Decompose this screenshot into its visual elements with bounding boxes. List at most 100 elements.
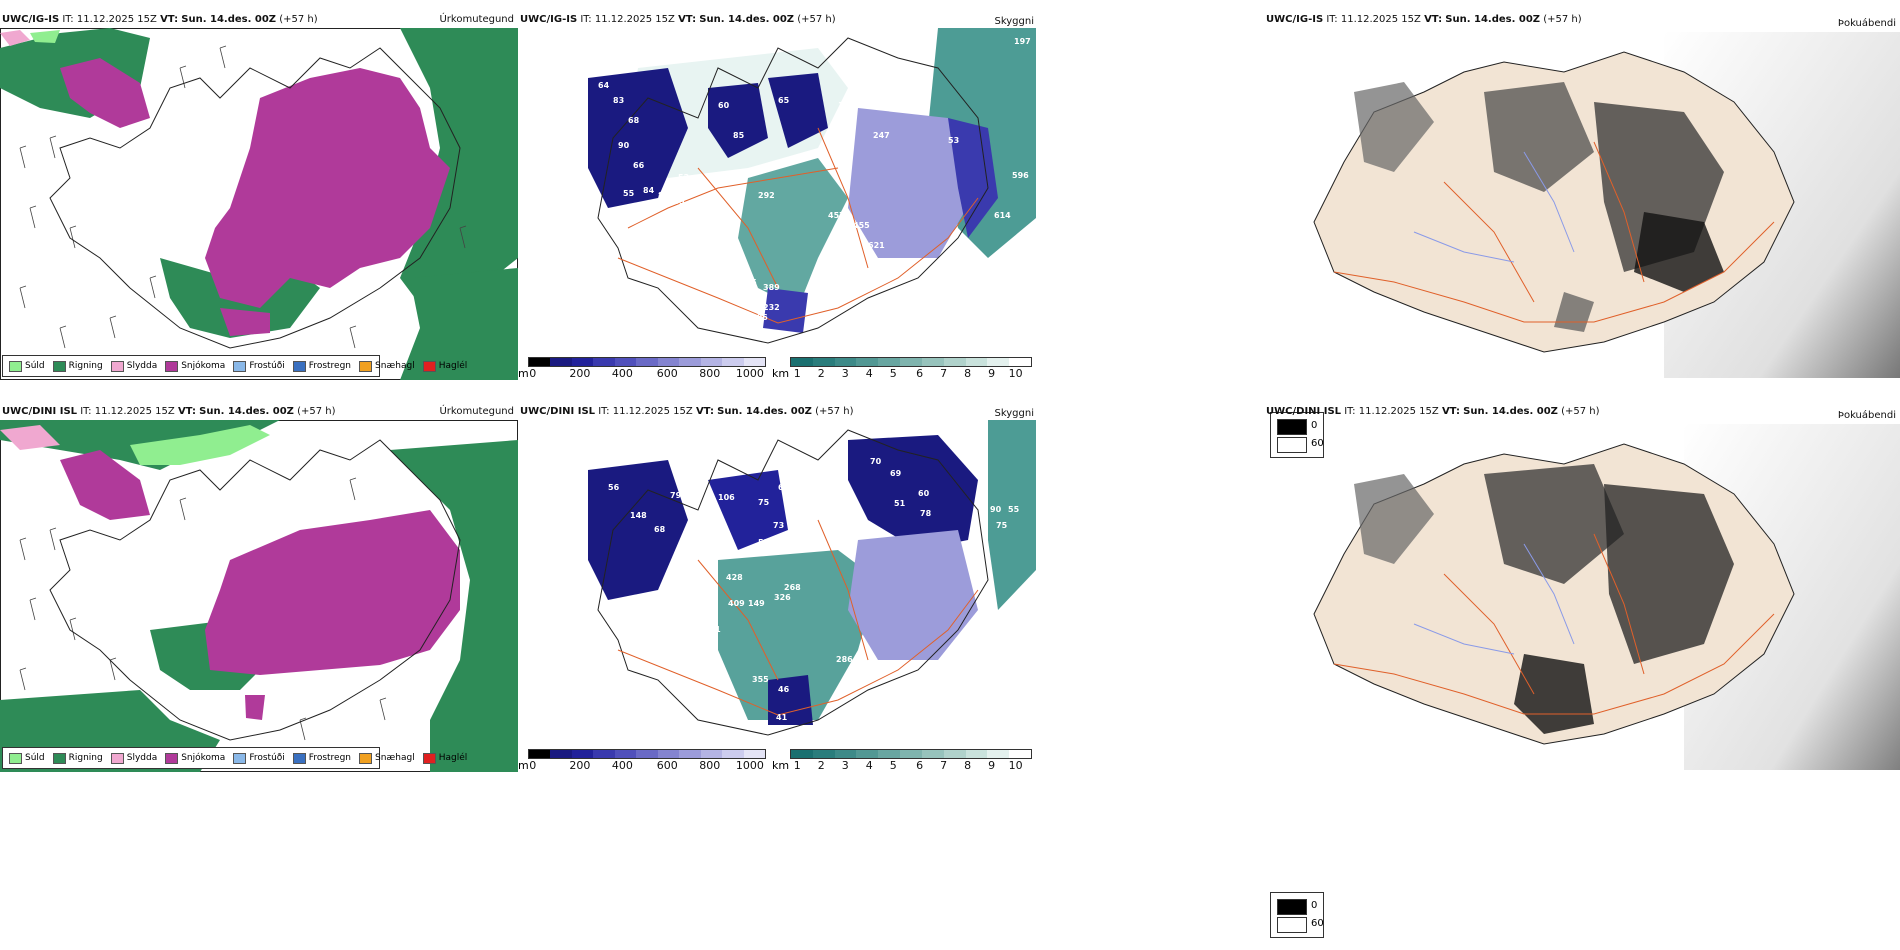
svg-text:56: 56 bbox=[608, 483, 620, 492]
svg-text:170: 170 bbox=[690, 183, 707, 192]
panel-title: UWC/IG-IS IT: 11.12.2025 15Z VT: Sun. 14… bbox=[520, 14, 836, 25]
svg-text:149: 149 bbox=[748, 599, 765, 608]
svg-text:64: 64 bbox=[778, 483, 790, 492]
svg-text:247: 247 bbox=[873, 131, 890, 140]
svg-text:68: 68 bbox=[654, 525, 666, 534]
svg-text:51: 51 bbox=[894, 499, 906, 508]
svg-text:326: 326 bbox=[774, 593, 791, 602]
svg-text:455: 455 bbox=[853, 221, 870, 230]
legend-item: Frostregn bbox=[292, 360, 351, 372]
visibility-colorbar-strip bbox=[790, 749, 1032, 759]
fog-key-bottom: 0 60 bbox=[1270, 892, 1324, 938]
visibility-colorbar-strip bbox=[790, 357, 1032, 367]
svg-text:119: 119 bbox=[838, 101, 855, 110]
svg-text:68: 68 bbox=[628, 116, 640, 125]
precip-panel-top: UWC/IG-IS IT: 11.12.2025 15Z VT: Sun. 14… bbox=[0, 12, 518, 382]
svg-text:83: 83 bbox=[826, 531, 837, 540]
svg-text:90: 90 bbox=[990, 505, 1002, 514]
svg-text:69: 69 bbox=[890, 469, 902, 478]
legend-item: Frostregn bbox=[292, 752, 351, 764]
variable-label: Úrkomutegund bbox=[439, 14, 514, 25]
svg-text:58: 58 bbox=[668, 573, 680, 582]
height-colorbar-strip bbox=[528, 749, 766, 759]
legend-item: Haglél bbox=[422, 752, 467, 764]
legend-item: Rigning bbox=[52, 360, 103, 372]
svg-text:232: 232 bbox=[763, 303, 780, 312]
svg-text:84: 84 bbox=[643, 186, 655, 195]
svg-text:268: 268 bbox=[720, 175, 737, 184]
variable-label: Þokuábendi bbox=[1837, 18, 1896, 29]
fog-panel-top: UWC/IG-IS IT: 11.12.2025 15Z VT: Sun. 14… bbox=[1264, 12, 1900, 382]
svg-text:52: 52 bbox=[678, 173, 689, 182]
svg-text:197: 197 bbox=[1014, 37, 1031, 46]
legend-item: Snjókoma bbox=[165, 360, 225, 372]
visibility-colorbar: km 1 2 3 4 5 6 7 8 9 10 bbox=[772, 749, 1036, 773]
legend-item: Snjókoma bbox=[165, 752, 225, 764]
svg-text:73: 73 bbox=[773, 521, 784, 530]
svg-text:596: 596 bbox=[1012, 171, 1029, 180]
svg-text:106: 106 bbox=[718, 493, 735, 502]
precip-map bbox=[0, 420, 518, 772]
visibility-panel-top: UWC/IG-IS IT: 11.12.2025 15Z VT: Sun. 14… bbox=[518, 12, 1036, 382]
svg-text:631: 631 bbox=[704, 625, 721, 634]
svg-text:205: 205 bbox=[668, 197, 685, 206]
svg-text:65: 65 bbox=[778, 96, 790, 105]
legend-item: Haglél bbox=[422, 360, 467, 372]
precip-legend: Súld Rigning Slydda Snjókoma Frostúði Fr… bbox=[2, 747, 467, 769]
svg-text:621: 621 bbox=[868, 241, 885, 250]
svg-text:60: 60 bbox=[918, 489, 930, 498]
visibility-unit: km bbox=[772, 367, 790, 380]
visibility-map: 70 69 51 60 78 61 106 62 64 75 73 53 66 … bbox=[574, 420, 1036, 736]
svg-text:53: 53 bbox=[758, 538, 769, 547]
svg-text:148: 148 bbox=[630, 511, 647, 520]
fog-panel-bottom: UWC/DINI ISL IT: 11.12.2025 15Z VT: Sun.… bbox=[1264, 404, 1900, 774]
legend-item: Frostúði bbox=[233, 360, 285, 372]
panel-title: UWC/DINI ISL IT: 11.12.2025 15Z VT: Sun.… bbox=[1266, 406, 1600, 417]
height-colorbar: m 0 200 400 600 800 1000 bbox=[518, 749, 768, 773]
svg-text:614: 614 bbox=[994, 211, 1011, 220]
height-colorbar-strip bbox=[528, 357, 766, 367]
legend-item: Snæhagl bbox=[359, 752, 415, 764]
svg-text:70: 70 bbox=[870, 457, 882, 466]
svg-text:75: 75 bbox=[996, 521, 1008, 530]
precip-map bbox=[0, 28, 518, 380]
svg-text:55: 55 bbox=[623, 189, 635, 198]
variable-label: Skyggni bbox=[994, 16, 1034, 27]
svg-text:268: 268 bbox=[784, 583, 801, 592]
svg-text:62: 62 bbox=[818, 483, 829, 492]
svg-text:86: 86 bbox=[658, 191, 670, 200]
svg-text:66: 66 bbox=[808, 533, 820, 542]
fog-map bbox=[1313, 424, 1900, 770]
panel-title: UWC/DINI ISL IT: 11.12.2025 15Z VT: Sun.… bbox=[2, 406, 336, 417]
visibility-colorbar: km 1 2 3 4 5 6 7 8 9 10 bbox=[772, 357, 1036, 381]
svg-text:55: 55 bbox=[1008, 505, 1020, 514]
variable-label: Þokuábendi bbox=[1837, 410, 1896, 421]
svg-text:41: 41 bbox=[776, 713, 788, 722]
variable-label: Úrkomutegund bbox=[439, 406, 514, 417]
svg-text:286: 286 bbox=[836, 655, 853, 664]
svg-text:46: 46 bbox=[778, 685, 790, 694]
svg-text:409: 409 bbox=[728, 599, 745, 608]
svg-text:61: 61 bbox=[860, 523, 872, 532]
svg-text:355: 355 bbox=[752, 675, 769, 684]
panel-title: UWC/DINI ISL IT: 11.12.2025 15Z VT: Sun.… bbox=[520, 406, 854, 417]
svg-text:64: 64 bbox=[598, 81, 610, 90]
legend-item: Súld bbox=[9, 752, 45, 764]
svg-text:78: 78 bbox=[920, 509, 932, 518]
fog-key-top: 0 60 bbox=[1270, 412, 1324, 458]
visibility-map: 197 64 83 68 90 60 85 65 119 247 53 596 … bbox=[588, 28, 1036, 344]
variable-label: Skyggni bbox=[994, 408, 1034, 419]
svg-text:428: 428 bbox=[726, 573, 743, 582]
visibility-panel-bottom: UWC/DINI ISL IT: 11.12.2025 15Z VT: Sun.… bbox=[518, 404, 1036, 774]
legend-item: Slydda bbox=[110, 752, 157, 764]
svg-text:292: 292 bbox=[758, 191, 775, 200]
svg-text:79: 79 bbox=[670, 491, 682, 500]
svg-text:83: 83 bbox=[613, 96, 624, 105]
svg-text:126: 126 bbox=[863, 271, 880, 280]
svg-text:60: 60 bbox=[718, 101, 730, 110]
svg-text:53: 53 bbox=[948, 136, 959, 145]
svg-text:47: 47 bbox=[574, 593, 585, 602]
svg-text:75: 75 bbox=[758, 498, 770, 507]
svg-text:457: 457 bbox=[828, 211, 845, 220]
precip-legend: Súld Rigning Slydda Snjókoma Frostúði Fr… bbox=[2, 355, 467, 377]
